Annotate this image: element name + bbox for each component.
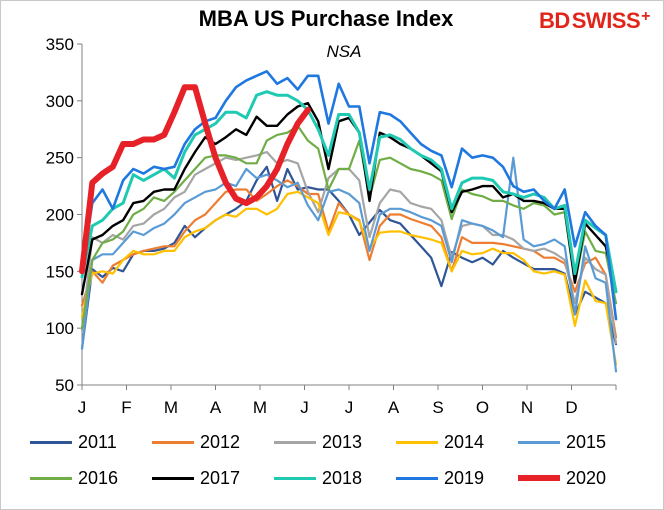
legend-item-2020: 2020 [518, 468, 640, 489]
x-tick-label: A [210, 398, 222, 417]
legend-label: 2020 [566, 467, 607, 488]
x-tick-label: J [300, 398, 309, 417]
x-tick-label: N [521, 398, 533, 417]
series-line-2016 [80, 124, 618, 330]
legend-item-2019: 2019 [396, 468, 518, 489]
series-line-2018 [80, 90, 618, 294]
y-tick-label: 300 [46, 92, 74, 111]
legend-item-2018: 2018 [274, 468, 396, 489]
series-layer [79, 70, 618, 373]
legend-label: 2019 [444, 467, 485, 488]
legend-label: 2012 [200, 431, 241, 452]
x-tick-label: D [565, 398, 577, 417]
series-line-2019 [80, 70, 618, 321]
legend-row: 2016 2017 2018 2019 2020 [30, 460, 650, 496]
legend-swatch [30, 440, 72, 444]
legend-row: 2011 2012 2013 2014 2015 [30, 424, 650, 460]
y-tick-label: 350 [46, 35, 74, 54]
y-tick-label: 150 [46, 262, 74, 281]
x-tick-label: J [78, 398, 87, 417]
legend-item-2016: 2016 [30, 468, 152, 489]
legend-label: 2018 [322, 467, 363, 488]
legend-item-2015: 2015 [518, 432, 640, 453]
legend-swatch [274, 440, 316, 444]
y-tick-label: 50 [55, 376, 74, 395]
legend-item-2014: 2014 [396, 432, 518, 453]
axes [77, 43, 617, 390]
chart-subtitle-text: NSA [326, 42, 362, 61]
legend-item-2011: 2011 [30, 432, 152, 453]
y-tick-label: 200 [46, 206, 74, 225]
tick-labels: 50 100 150 200 250 300 350 J F M A M J J A S O N D [46, 35, 578, 417]
legend-swatch [518, 440, 560, 444]
legend-label: 2014 [444, 431, 485, 452]
series-line-2017 [80, 101, 618, 296]
legend-swatch [274, 476, 316, 480]
legend-swatch [396, 440, 438, 444]
x-tick-label: F [121, 398, 131, 417]
legend-label: 2015 [566, 431, 607, 452]
legend-item-2017: 2017 [152, 468, 274, 489]
legend-label: 2011 [78, 431, 117, 452]
x-tick-label: J [345, 398, 354, 417]
x-tick-label: M [164, 398, 178, 417]
legend-item-2013: 2013 [274, 432, 396, 453]
legend-swatch [518, 475, 560, 481]
chart-subtitle: NSA [0, 42, 664, 62]
legend-swatch [152, 440, 194, 444]
y-tick-label: 250 [46, 149, 74, 168]
legend-label: 2013 [322, 431, 363, 452]
series-line-2014 [80, 190, 618, 366]
series-line-2020 [79, 84, 311, 275]
x-tick-label: A [388, 398, 400, 417]
logo-part-bd: BD [538, 8, 570, 33]
bdswiss-logo: BD SWISS + [538, 6, 651, 36]
x-tick-label: M [253, 398, 267, 417]
x-tick-label: S [432, 398, 443, 417]
chart-title-text: MBA US Purchase Index [198, 6, 454, 31]
legend-label: 2017 [200, 467, 241, 488]
x-tick-label: O [476, 398, 489, 417]
y-tick-label: 100 [46, 319, 74, 338]
legend-swatch [396, 476, 438, 480]
series-line-2015 [80, 156, 618, 373]
legend-item-2012: 2012 [152, 432, 274, 453]
legend-swatch [30, 476, 72, 480]
chart-title: MBA US Purchase Index [0, 6, 664, 32]
legend-swatch [152, 476, 194, 480]
legend-label: 2016 [78, 467, 119, 488]
logo-plus-icon: + [641, 8, 650, 25]
chart-legend: 2011 2012 2013 2014 2015 2016 2017 2018 2019 2020 [30, 424, 650, 496]
logo-part-swiss: SWISS [571, 8, 641, 33]
